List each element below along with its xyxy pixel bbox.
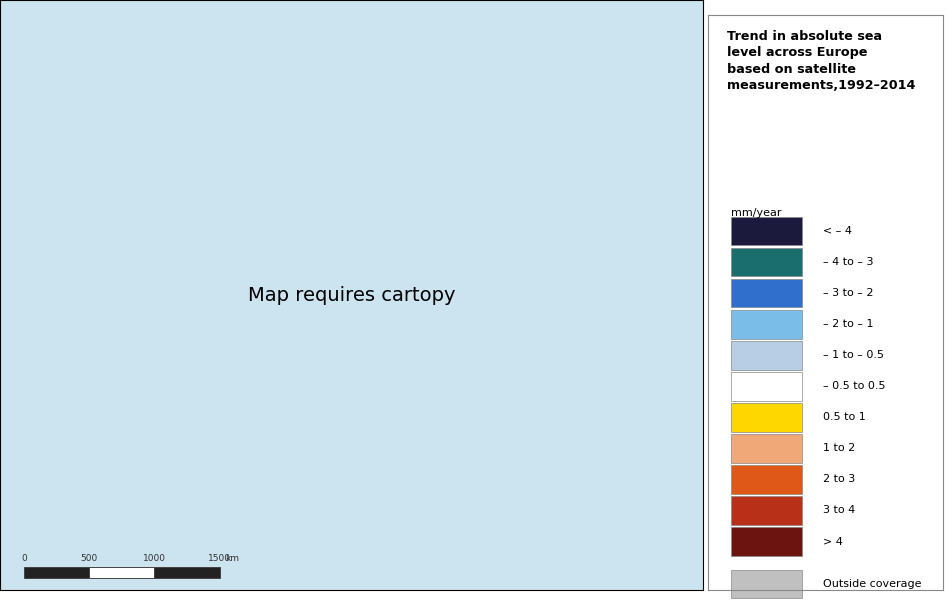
Text: – 0.5 to 0.5: – 0.5 to 0.5 — [824, 381, 885, 391]
Text: Map requires cartopy: Map requires cartopy — [248, 286, 455, 304]
Bar — [24, 566, 89, 577]
Bar — [732, 496, 802, 525]
Text: Outside coverage: Outside coverage — [824, 579, 922, 589]
Text: 1 to 2: 1 to 2 — [824, 443, 855, 453]
Bar — [732, 403, 802, 432]
Text: 500: 500 — [81, 554, 98, 563]
Bar — [89, 566, 154, 577]
Bar — [732, 569, 802, 598]
Bar — [732, 216, 802, 245]
Bar — [732, 434, 802, 462]
Text: 0.5 to 1: 0.5 to 1 — [824, 412, 866, 423]
Text: km: km — [225, 554, 238, 563]
Text: > 4: > 4 — [824, 536, 843, 547]
Text: 2 to 3: 2 to 3 — [824, 474, 855, 485]
Text: – 2 to – 1: – 2 to – 1 — [824, 319, 874, 329]
Text: mm/year: mm/year — [732, 208, 782, 218]
Text: < – 4: < – 4 — [824, 226, 852, 236]
Bar — [732, 372, 802, 400]
Text: – 1 to – 0.5: – 1 to – 0.5 — [824, 350, 884, 360]
Bar — [732, 248, 802, 276]
Text: 1500: 1500 — [208, 554, 231, 563]
Text: 1000: 1000 — [142, 554, 166, 563]
Bar — [732, 310, 802, 338]
Bar — [732, 465, 802, 494]
Text: 0: 0 — [21, 554, 27, 563]
Text: – 3 to – 2: – 3 to – 2 — [824, 288, 874, 298]
Bar — [732, 527, 802, 556]
Text: Trend in absolute sea
level across Europe
based on satellite
measurements,1992–2: Trend in absolute sea level across Europ… — [727, 30, 915, 92]
Bar — [732, 279, 802, 308]
Text: – 4 to – 3: – 4 to – 3 — [824, 257, 874, 267]
Bar — [154, 566, 219, 577]
Text: 3 to 4: 3 to 4 — [824, 506, 855, 515]
Bar — [732, 341, 802, 370]
